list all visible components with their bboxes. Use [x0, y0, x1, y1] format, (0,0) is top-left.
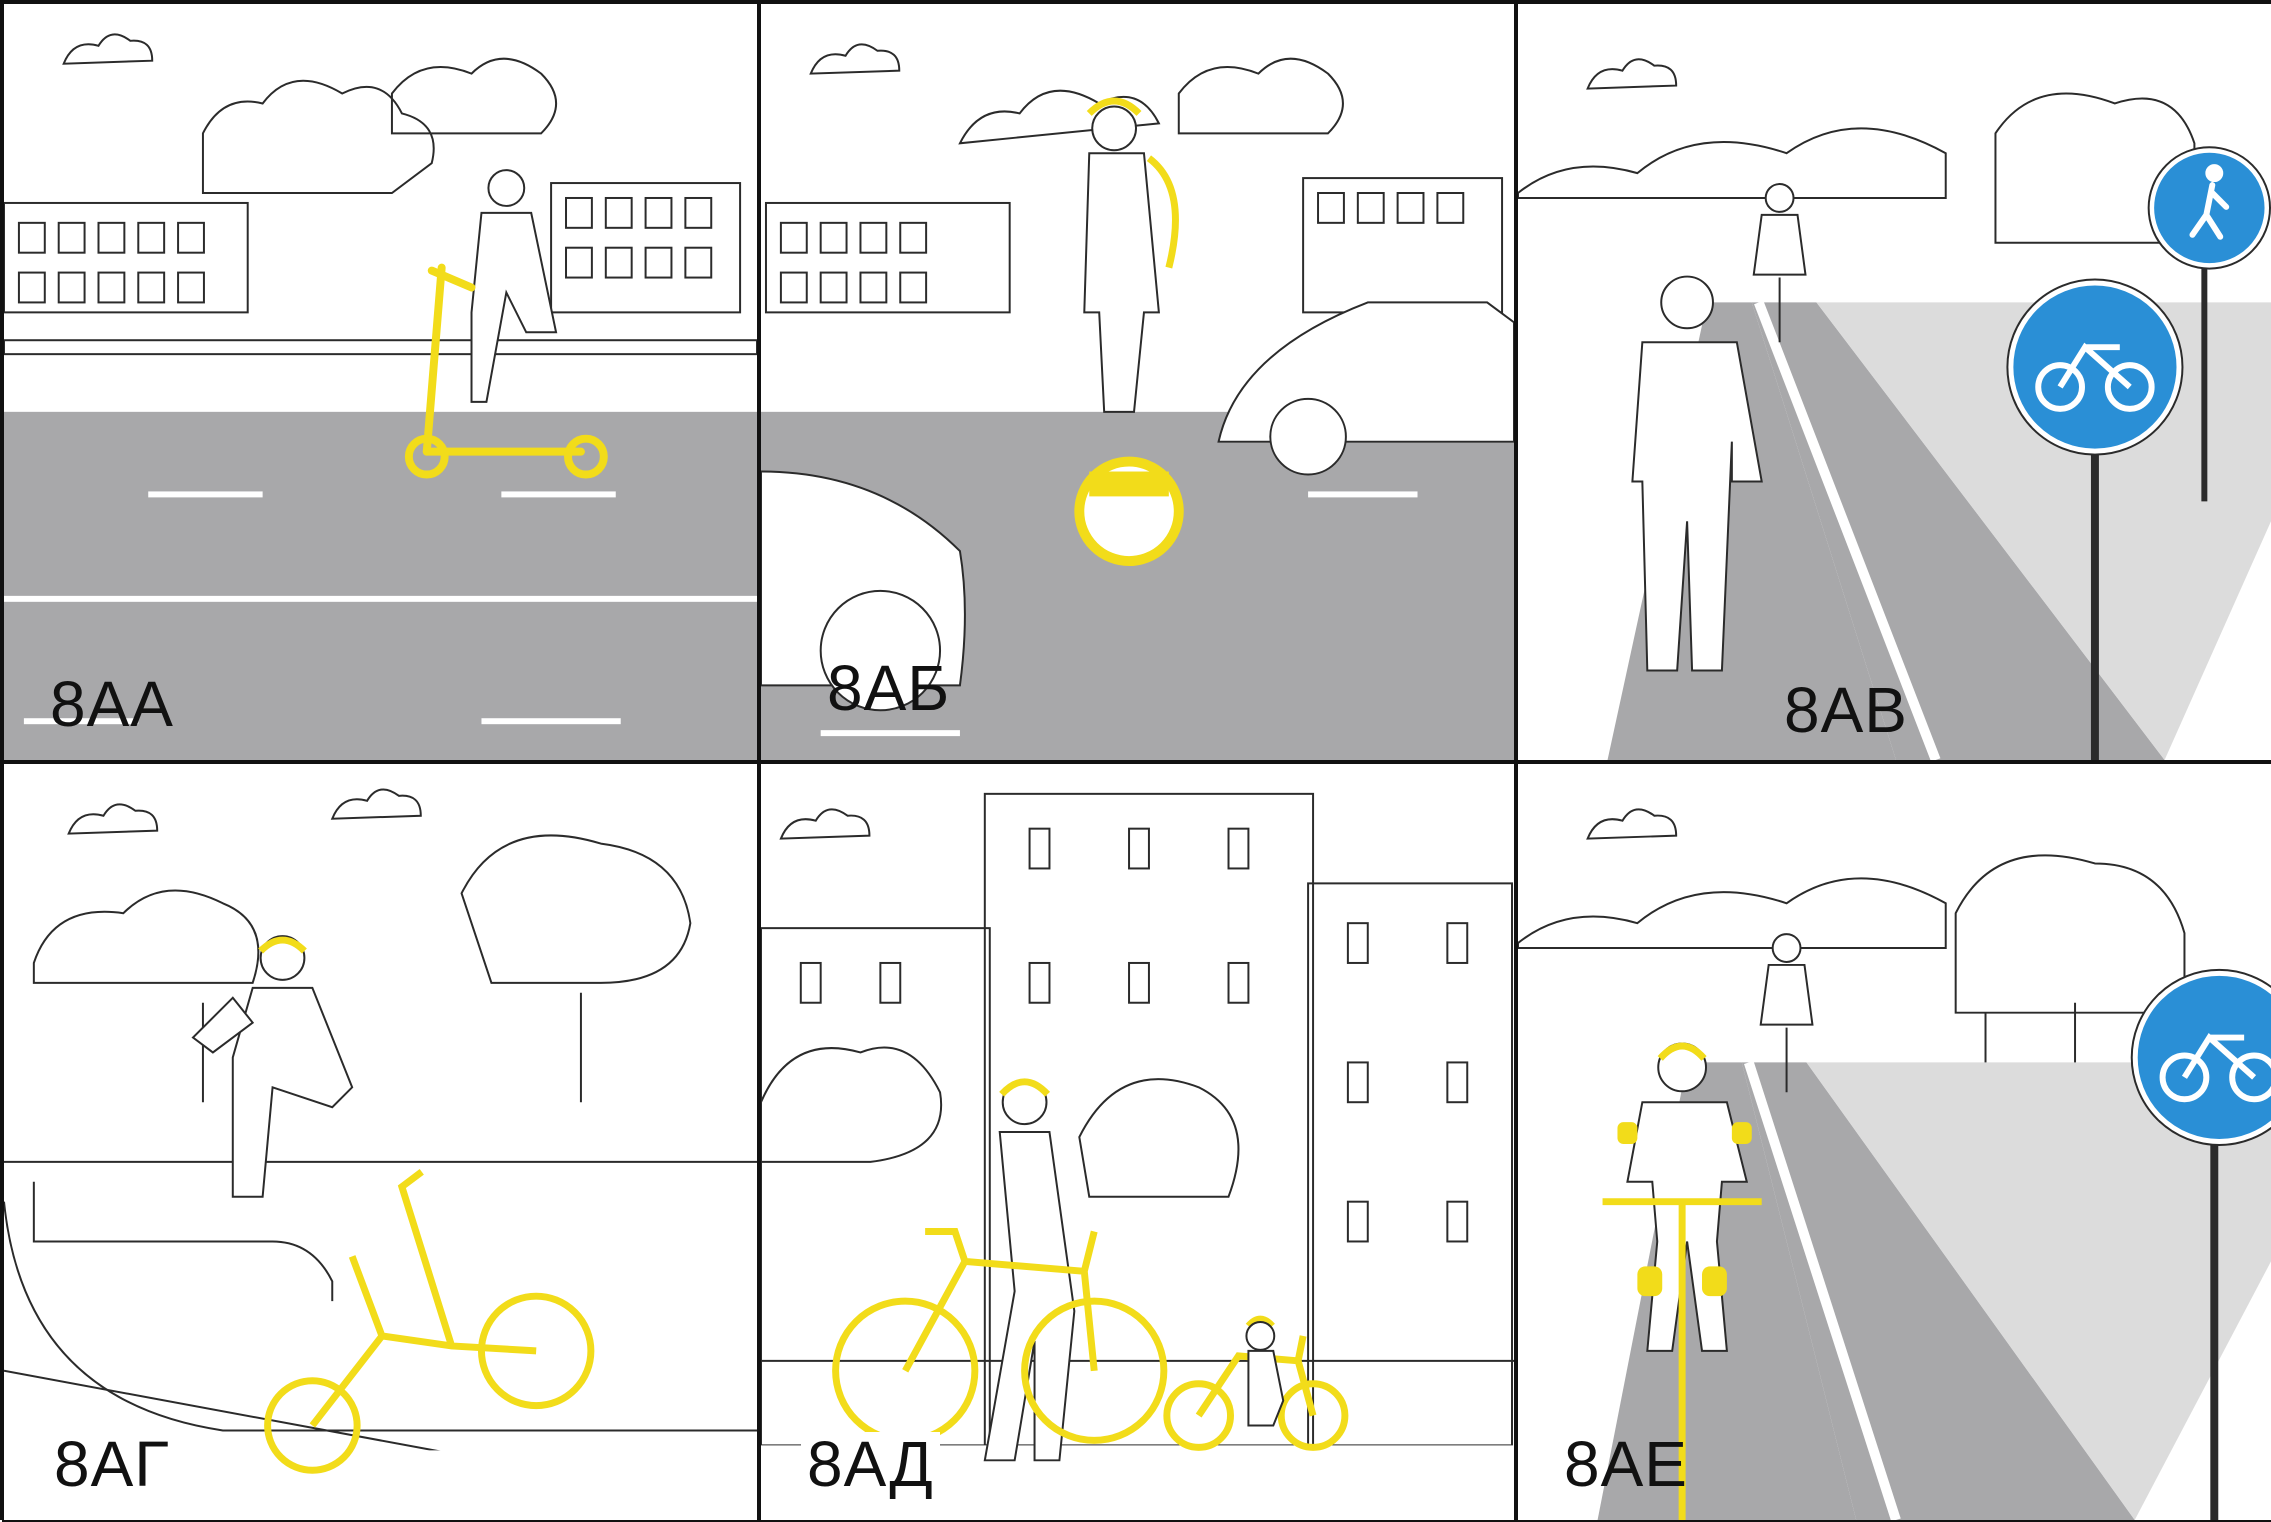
bmx-bicycle-icon: [4, 788, 757, 1520]
panel-label: 8АГ: [48, 1432, 176, 1496]
cyclist-on-bike-lane-icon: [1518, 808, 2271, 1520]
panel-label: 8АЕ: [1564, 1428, 1688, 1500]
monowheel-icon: [761, 43, 1514, 760]
panel-8ad: 8АД: [759, 762, 1516, 1522]
panel-label: 8АА: [50, 668, 174, 740]
electric-scooter-icon: [4, 33, 757, 760]
panel-label: 8АД: [801, 1432, 940, 1496]
panel-label: 8АБ: [827, 652, 951, 724]
walking-with-bicycles-icon: [761, 792, 1514, 1520]
panel-8av: 8АВ: [1516, 2, 2271, 762]
panel-8ae: 8АЕ: [1516, 762, 2271, 1522]
panel-label: 8АВ: [1784, 674, 1908, 746]
pedestrian-and-bicycle-signs-icon: [1518, 58, 2271, 760]
panel-8ag: 8АГ: [2, 762, 759, 1522]
panel-8aa: 8АА: [2, 2, 759, 762]
panel-8ab: 8АБ: [759, 2, 1516, 762]
